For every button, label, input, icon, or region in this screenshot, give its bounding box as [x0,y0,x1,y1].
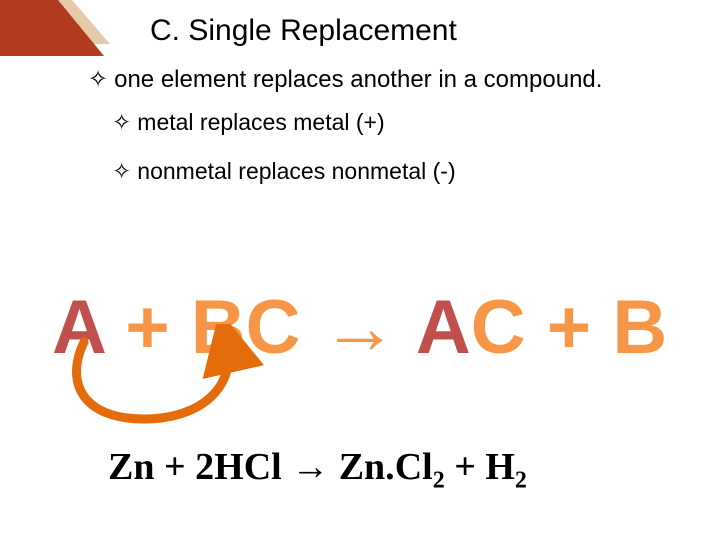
bullet-level1: ✧one element replaces another in a compo… [88,65,690,94]
eq-plus1: + [104,285,191,370]
bullet-marker-icon: ✧ [112,109,131,136]
eq-A2: A [416,285,471,370]
ex-plus1: + [154,446,195,488]
ex-sub2b: 2 [515,468,527,494]
bullet-marker-icon: ✧ [112,158,131,185]
slide: C. Single Replacement ✧one element repla… [0,0,720,540]
eq-C1: C [246,285,301,370]
slide-title: C. Single Replacement [150,14,457,48]
eq-A: A [52,285,104,370]
eq-B2: B [612,285,667,370]
bullet-marker-icon: ✧ [88,65,108,94]
bullet-text-2a: metal replaces metal (+) [137,109,384,135]
ex-hcl: 2HCl [195,446,282,488]
bullet-level2b: ✧nonmetal replaces nonmetal (-) [112,158,690,185]
ex-zn2: Zn. [339,446,395,488]
example-equation: Zn + 2HCl → Zn.Cl2 + H2 [108,445,527,489]
eq-plus2: + [526,285,613,370]
ex-arrow: → [282,446,339,488]
ex-cl: Cl [395,446,433,488]
generic-equation: A + BC → AC + B [52,290,690,410]
ex-zn: Zn [108,446,154,488]
corner-decoration [0,0,130,56]
eq-B: B [191,285,246,370]
bullet-text-2b: nonmetal replaces nonmetal (-) [137,158,455,184]
ex-h: H [485,446,515,488]
eq-C2: C [471,285,526,370]
ex-sub2a: 2 [433,468,445,494]
bullet-level2a: ✧metal replaces metal (+) [112,109,690,136]
eq-arrow: → [300,285,415,370]
bullet-text-1: one element replaces another in a compou… [114,66,602,93]
ex-plus2: + [445,446,486,488]
